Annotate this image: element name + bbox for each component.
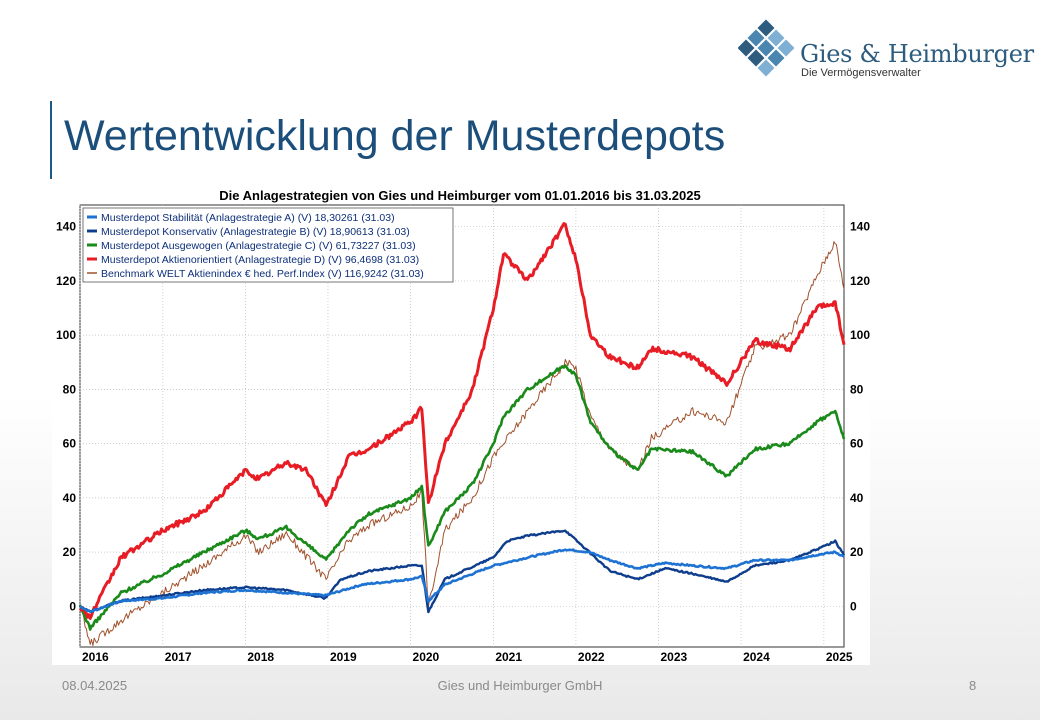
legend-label: Musterdepot Ausgewogen (Anlagestrategie … (101, 240, 416, 252)
x-tick-label: 2019 (330, 650, 357, 664)
x-tick-label: 2022 (578, 650, 605, 664)
logo-cube (777, 39, 795, 57)
y-tick-label-right: 40 (850, 491, 864, 505)
logo-cube (747, 49, 765, 67)
company-logo: Gies & Heimburger Die Vermögensverwalter (737, 18, 1034, 80)
logo-cube (757, 19, 775, 37)
legend-label: Musterdepot Stabilität (Anlagestrategie … (101, 212, 395, 224)
legend-label: Musterdepot Konservativ (Anlagestrategie… (101, 226, 410, 238)
x-tick-label: 2020 (413, 650, 440, 664)
y-tick-label-right: 60 (850, 437, 864, 451)
y-tick-label-left: 40 (63, 491, 77, 505)
series-line-3 (78, 222, 846, 620)
y-tick-label-left: 100 (56, 328, 76, 342)
logo-cube (767, 29, 785, 47)
x-tick-label: 2024 (743, 650, 770, 664)
legend: Musterdepot Stabilität (Anlagestrategie … (82, 207, 454, 283)
y-tick-label-right: 80 (850, 382, 864, 396)
y-tick-label-left: 140 (56, 220, 76, 234)
x-axis: 2016 2017 2018 2019 2020 2021 2022 2023 2024 2025 (82, 650, 853, 664)
logo-cube (767, 49, 785, 67)
y-axis: 0 0 20 20 40 40 60 60 80 80 100 100 120 120 140 140 (56, 220, 870, 614)
slide-title: Wertentwicklung der Musterdepots (64, 112, 726, 160)
logo-cube (737, 39, 755, 57)
series-line-4 (79, 241, 845, 646)
x-tick-label: 2025 (826, 650, 853, 664)
footer-date: 08.04.2025 (62, 678, 128, 693)
legend-label: Benchmark WELT Aktienindex € hed. Perf.I… (101, 268, 424, 280)
x-tick-label: 2021 (495, 650, 522, 664)
y-tick-label-left: 120 (56, 274, 76, 288)
footer-company: Gies und Heimburger GmbH (437, 678, 603, 693)
title-accent-bar (50, 101, 52, 179)
logo-cube (757, 39, 775, 57)
chart-title: Die Anlagestrategien von Gies und Heimbu… (219, 188, 700, 203)
series-line-1 (79, 529, 846, 614)
series-line-2 (78, 364, 846, 631)
series-lines (78, 222, 846, 646)
legend-label: Musterdepot Aktienorientiert (Anlagestra… (101, 254, 419, 266)
logo-cube (747, 29, 765, 47)
series-line-0 (79, 548, 845, 613)
grid-lines (79, 205, 844, 647)
legend-box (82, 207, 454, 283)
y-tick-label-right: 140 (850, 220, 870, 234)
y-tick-label-right: 120 (850, 274, 870, 288)
logo-cube (757, 59, 775, 77)
y-tick-label-right: 20 (850, 545, 864, 559)
page-number: 8 (969, 678, 977, 693)
logo-name: Gies & Heimburger (800, 40, 1034, 68)
logo-cubes-icon (737, 19, 795, 77)
x-tick-label: 2017 (165, 650, 192, 664)
y-tick-label-right: 0 (850, 599, 857, 613)
y-tick-label-left: 0 (69, 599, 76, 613)
y-tick-label-left: 80 (63, 382, 77, 396)
x-tick-label: 2016 (82, 650, 109, 664)
x-tick-label: 2023 (660, 650, 687, 664)
performance-chart: Die Anlagestrategien von Gies und Heimbu… (52, 185, 870, 665)
logo-tagline: Die Vermögensverwalter (801, 67, 921, 79)
y-tick-label-left: 60 (63, 437, 77, 451)
x-tick-label: 2018 (247, 650, 274, 664)
y-tick-label-left: 20 (63, 545, 77, 559)
y-tick-label-right: 100 (850, 328, 870, 342)
